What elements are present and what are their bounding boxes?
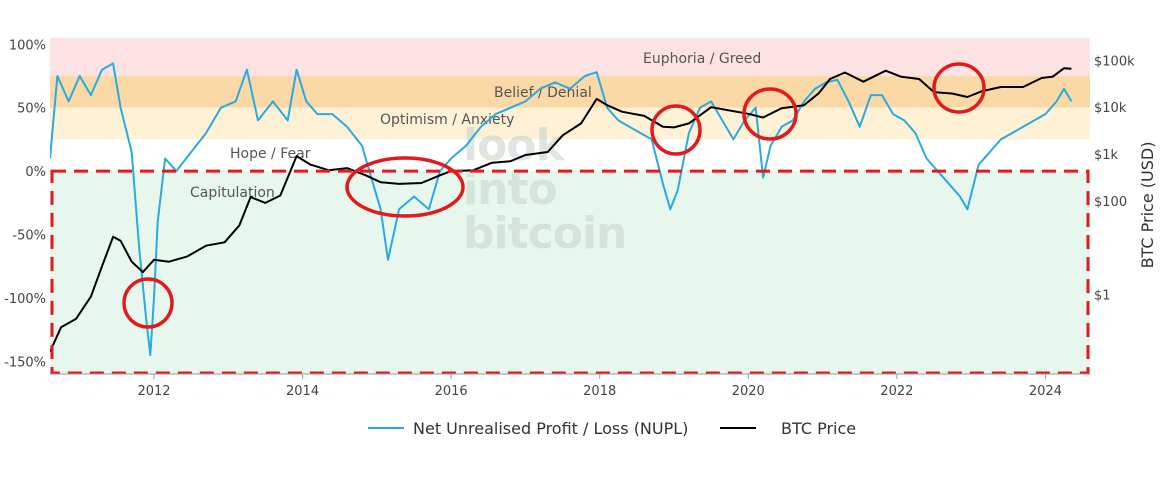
x-tick-label: 2014 [286, 384, 319, 399]
legend-item[interactable]: BTC Price [781, 419, 856, 438]
x-tick-label: 2012 [137, 384, 170, 399]
zone-label: Capitulation [190, 185, 275, 201]
zone-labels: Euphoria / Greed Belief / Denial Optimism … [190, 51, 761, 201]
sentiment-zones [50, 38, 1090, 374]
legend[interactable]: Net Unrealised Profit / Loss (NUPL) BTC P… [368, 419, 856, 438]
circle-markers [122, 62, 986, 329]
legend-item[interactable]: Net Unrealised Profit / Loss (NUPL) [413, 419, 688, 438]
circle-marker [742, 87, 798, 141]
zone-band-4 [50, 171, 1090, 374]
x-tick-label: 2022 [880, 384, 913, 399]
y-right-tick-label: $1 [1094, 288, 1111, 303]
dashed-box-outline [50, 169, 1090, 375]
btc-price-line [50, 67, 1072, 353]
circle-marker [345, 156, 465, 218]
capitulation-dashed-box [50, 169, 1090, 375]
zone-band-3 [50, 139, 1090, 172]
y-right-tick-label: $100k [1094, 54, 1135, 69]
axes: 2012 2014 2016 2018 2020 2022 2024 100% 50% 0% -50… [4, 38, 1135, 399]
series-lines [50, 62, 1073, 356]
x-tick-label: 2018 [583, 384, 616, 399]
y-left-tick-label: 100% [9, 38, 46, 53]
x-tick-label: 2016 [435, 384, 468, 399]
zone-label: Euphoria / Greed [643, 51, 761, 67]
y-left-tick-label: -50% [12, 229, 46, 244]
circle-marker [122, 277, 174, 329]
right-axis-title: BTC Price (USD) [1138, 142, 1157, 269]
circle-marker [650, 104, 702, 156]
y-left-tick-label: 50% [17, 102, 46, 117]
y-left-tick-label: -150% [4, 355, 46, 370]
x-tick-label: 2024 [1029, 384, 1062, 399]
zone-band-1 [50, 76, 1090, 108]
x-tick-label: 2020 [732, 384, 765, 399]
y-right-tick-label: $100 [1094, 195, 1127, 210]
zone-label: Optimism / Anxiety [380, 112, 514, 128]
y-right-tick-label: $1k [1094, 148, 1119, 163]
circle-marker [932, 62, 986, 114]
y-left-tick-label: -100% [4, 292, 46, 307]
zone-band-0 [50, 38, 1090, 77]
y-right-tick-label: $10k [1094, 101, 1127, 116]
nupl-line [50, 62, 1073, 356]
zone-label: Hope / Fear [230, 146, 311, 162]
watermark-word: bitcoin [463, 208, 626, 259]
y-left-tick-label: 0% [25, 165, 46, 180]
zone-label: Belief / Denial [494, 85, 592, 101]
